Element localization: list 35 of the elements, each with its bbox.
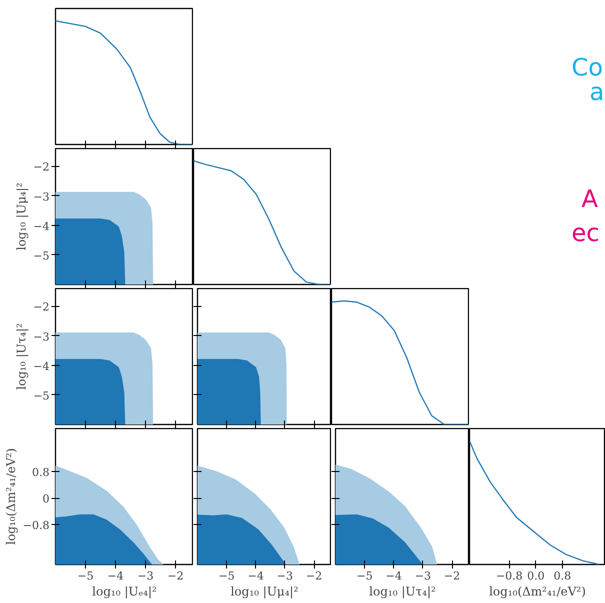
- y-tick-label: 0.8: [32, 466, 50, 480]
- text: A: [582, 185, 598, 214]
- x-axis-title: log₁₀ |Uμ₄|²: [230, 584, 299, 598]
- x-tick-label: −5: [77, 570, 94, 582]
- y-tick-label: −4: [33, 360, 50, 373]
- x-tick-label: −4: [248, 570, 264, 582]
- x-tick-label: −0.8: [496, 570, 523, 582]
- y-tick-label: −2: [33, 300, 50, 314]
- x-tick-label: −2: [444, 570, 460, 582]
- x-axis-title: log₁₀ |Uτ₄|²: [369, 584, 436, 598]
- x-tick-label: −2: [167, 570, 184, 582]
- y-tick-label: −5: [33, 389, 50, 402]
- x-tick-label: −3: [414, 570, 431, 582]
- y-tick-label: 0: [42, 492, 50, 506]
- y-tick-label: −4: [33, 220, 50, 233]
- x-tick-label: −4: [107, 570, 124, 582]
- x-tick-label: −5: [356, 570, 373, 582]
- x-tick-label: −3: [137, 570, 154, 582]
- x-tick-label: −5: [218, 570, 235, 582]
- y-tick-label: −2: [33, 160, 50, 174]
- y-axis-title: log₁₀(Δm²₄₁/eV²): [4, 448, 18, 545]
- y-tick-label: −5: [33, 249, 50, 262]
- x-tick-label: 0.8: [554, 570, 572, 582]
- y-axis-title: log₁₀ |Uμ₄|²: [14, 182, 28, 250]
- x-tick-label: −3: [276, 570, 293, 582]
- x-tick-label: −4: [386, 570, 402, 582]
- y-axis-title: log₁₀ |Uτ₄|²: [14, 322, 28, 390]
- x-tick-label: 0.0: [527, 570, 545, 582]
- x-tick-label: −2: [306, 570, 322, 582]
- x-axis-title: log₁₀ |Uₑ₄|²: [92, 584, 158, 598]
- text: ec: [572, 219, 600, 248]
- y-tick-label: −3: [33, 190, 50, 204]
- y-tick-label: −3: [33, 330, 50, 344]
- x-axis-title: log₁₀(Δm²₄₁/eV²): [489, 584, 586, 598]
- y-tick-label: −0.8: [22, 519, 50, 532]
